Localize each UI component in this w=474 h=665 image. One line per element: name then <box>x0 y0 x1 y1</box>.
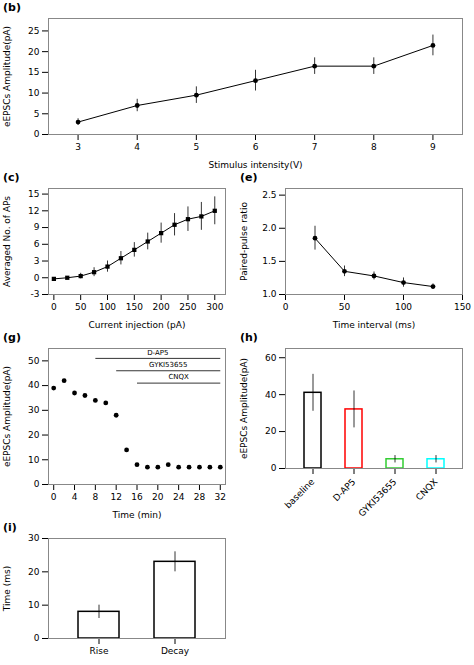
svg-text:4: 4 <box>72 492 78 502</box>
svg-text:GYKI53655: GYKI53655 <box>357 477 399 519</box>
svg-text:32: 32 <box>215 492 226 502</box>
svg-text:20: 20 <box>265 426 277 436</box>
html-text:(b): (b) <box>3 1 21 14</box>
svg-text:Stimulus intensity(V): Stimulus intensity(V) <box>208 160 302 170</box>
svg-text:Decay: Decay <box>161 646 190 656</box>
svg-text:12: 12 <box>28 206 39 216</box>
svg-text:3: 3 <box>34 256 40 266</box>
svg-text:0: 0 <box>34 273 40 283</box>
svg-text:20: 20 <box>152 492 164 502</box>
svg-text:Time (min): Time (min) <box>112 510 162 520</box>
svg-text:3: 3 <box>75 142 81 152</box>
svg-text:1.5: 1.5 <box>262 256 276 266</box>
svg-text:eEPSCs Amplitude(pA): eEPSCs Amplitude(pA) <box>2 366 12 467</box>
svg-text:10: 10 <box>28 455 40 465</box>
svg-text:7: 7 <box>312 142 318 152</box>
svg-text:Rise: Rise <box>90 646 109 656</box>
html-text:(i): (i) <box>3 521 17 534</box>
svg-text:50: 50 <box>339 302 351 312</box>
svg-text:Averaged No. of APs: Averaged No. of APs <box>2 196 12 287</box>
svg-text:0: 0 <box>51 302 57 312</box>
svg-text:12: 12 <box>110 492 121 502</box>
svg-text:20: 20 <box>28 430 40 440</box>
html-text:(e): (e) <box>240 171 258 184</box>
svg-text:8: 8 <box>92 492 98 502</box>
svg-text:D-AP5: D-AP5 <box>147 349 168 357</box>
svg-text:9: 9 <box>34 222 40 232</box>
svg-text:CNQX: CNQX <box>414 477 440 503</box>
svg-text:10: 10 <box>28 88 40 98</box>
svg-text:10: 10 <box>28 600 40 610</box>
svg-text:200: 200 <box>153 302 170 312</box>
svg-text:Time (ms): Time (ms) <box>2 566 12 612</box>
html-text:(g): (g) <box>3 331 21 344</box>
svg-text:1.0: 1.0 <box>262 289 277 299</box>
svg-text:eEPSCs Amplitude(pA): eEPSCs Amplitude(pA) <box>2 26 12 127</box>
svg-text:60: 60 <box>265 353 277 363</box>
svg-text:5: 5 <box>193 142 199 152</box>
svg-text:15: 15 <box>28 189 39 199</box>
svg-text:40: 40 <box>265 390 277 400</box>
svg-text:40: 40 <box>28 380 40 390</box>
svg-text:250: 250 <box>179 302 196 312</box>
svg-text:GYKI53655: GYKI53655 <box>149 361 187 369</box>
svg-text:24: 24 <box>173 492 185 502</box>
svg-text:eEPSCs Amplitude(pA): eEPSCs Amplitude(pA) <box>239 358 249 459</box>
svg-text:0: 0 <box>34 633 40 643</box>
svg-text:-3: -3 <box>31 289 40 299</box>
svg-text:5: 5 <box>34 109 40 119</box>
svg-text:0: 0 <box>271 463 277 473</box>
svg-text:0: 0 <box>283 302 289 312</box>
svg-text:4: 4 <box>134 142 140 152</box>
svg-text:50: 50 <box>75 302 87 312</box>
svg-text:20: 20 <box>28 47 40 57</box>
svg-text:16: 16 <box>131 492 143 502</box>
svg-text:28: 28 <box>194 492 206 502</box>
svg-text:8: 8 <box>371 142 377 152</box>
svg-text:15: 15 <box>28 67 39 77</box>
svg-text:100: 100 <box>99 302 116 312</box>
svg-text:150: 150 <box>454 302 471 312</box>
svg-text:30: 30 <box>28 533 40 543</box>
svg-text:150: 150 <box>126 302 143 312</box>
svg-text:Current injection (pA): Current injection (pA) <box>89 320 186 330</box>
svg-text:CNQX: CNQX <box>168 373 189 381</box>
svg-text:20: 20 <box>28 567 40 577</box>
svg-text:2.5: 2.5 <box>262 190 276 200</box>
svg-text:0: 0 <box>34 479 40 489</box>
svg-text:baseline: baseline <box>283 476 317 510</box>
svg-text:100: 100 <box>395 302 412 312</box>
svg-text:0: 0 <box>34 129 40 139</box>
svg-text:6: 6 <box>253 142 259 152</box>
svg-text:9: 9 <box>430 142 436 152</box>
svg-text:0: 0 <box>51 492 57 502</box>
svg-text:300: 300 <box>206 302 223 312</box>
html-text:(c): (c) <box>3 171 20 184</box>
svg-text:6: 6 <box>34 239 40 249</box>
svg-text:2.0: 2.0 <box>262 223 277 233</box>
svg-text:Paired-pulse ratio: Paired-pulse ratio <box>239 202 249 281</box>
svg-text:25: 25 <box>28 26 39 36</box>
svg-text:50: 50 <box>28 356 40 366</box>
svg-text:Time interval (ms): Time interval (ms) <box>332 320 416 330</box>
html-text:(h): (h) <box>240 331 258 344</box>
svg-text:D-AP5: D-AP5 <box>331 477 357 503</box>
svg-text:30: 30 <box>28 405 40 415</box>
